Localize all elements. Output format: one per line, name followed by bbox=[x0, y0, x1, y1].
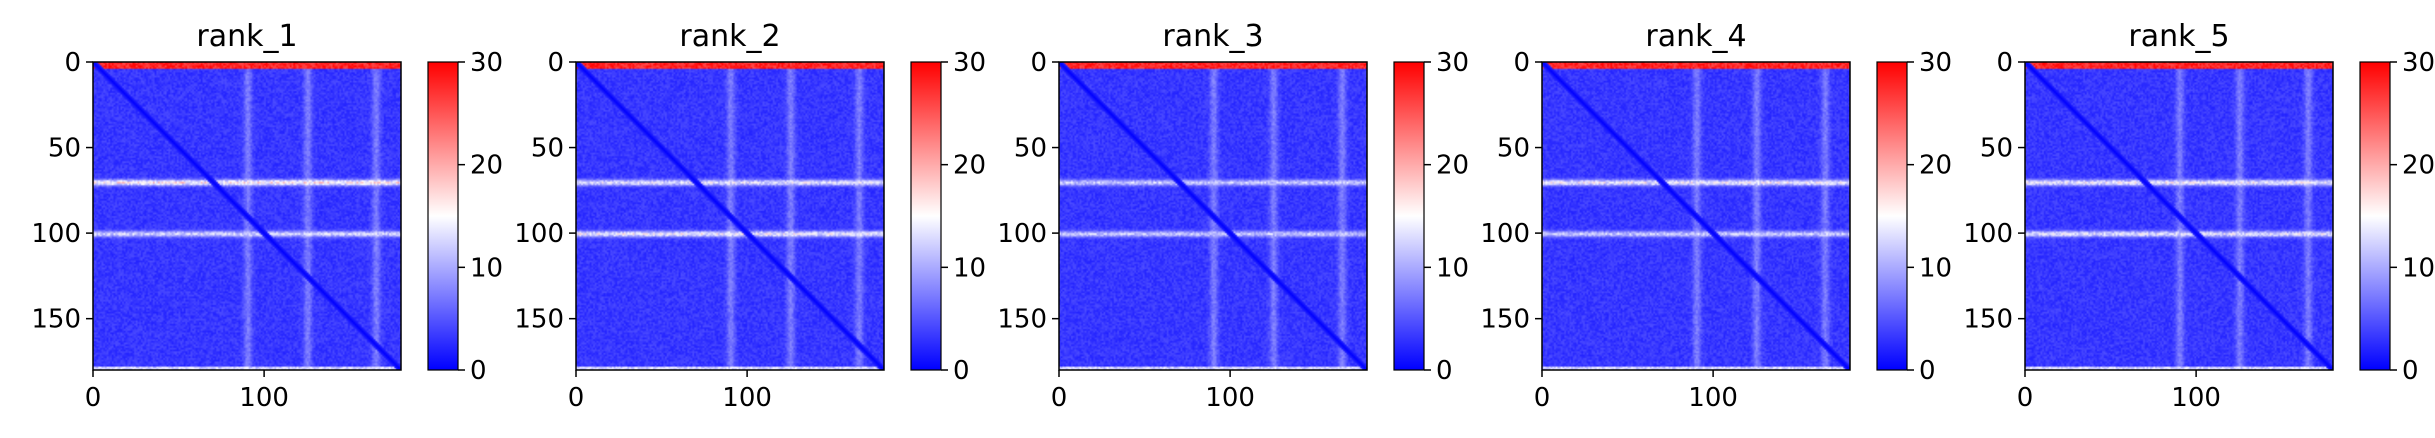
colorbar-tick-label: 10 bbox=[1436, 253, 1469, 283]
x-tick-label: 0 bbox=[85, 383, 102, 413]
plot-frame bbox=[575, 61, 885, 371]
heatmap-image bbox=[1059, 62, 1367, 370]
colorbar bbox=[2359, 61, 2391, 371]
colorbar-tick-label: 20 bbox=[1919, 151, 1952, 181]
colorbar bbox=[1876, 61, 1908, 371]
colorbar-tick-label: 30 bbox=[2402, 48, 2435, 78]
x-tick-label: 0 bbox=[1051, 383, 1068, 413]
colorbar-tick-label: 30 bbox=[1436, 48, 1469, 78]
heatmap-image bbox=[1542, 62, 1850, 370]
heatmap-image bbox=[2025, 62, 2333, 370]
x-tick-label: 0 bbox=[2017, 383, 2034, 413]
panel-title: rank_4 bbox=[1645, 19, 1746, 54]
y-tick-label: 100 bbox=[31, 219, 81, 249]
plot-frame bbox=[92, 61, 402, 371]
x-tick-label: 100 bbox=[1205, 383, 1255, 413]
y-tick-label: 0 bbox=[547, 48, 564, 78]
heatmap-image bbox=[93, 62, 401, 370]
y-tick-label: 150 bbox=[514, 305, 564, 335]
heatmap-panel-5: rank_5 0 50 100 150 0 100 0 10 20 30 bbox=[1963, 19, 2435, 413]
y-tick-label: 50 bbox=[531, 134, 564, 164]
heatmap-panel-4: rank_4 0 50 100 150 0 100 0 10 20 30 bbox=[1480, 19, 1952, 413]
x-tick-label: 100 bbox=[1688, 383, 1738, 413]
colorbar-tick-label: 0 bbox=[2402, 356, 2419, 386]
y-tick-label: 0 bbox=[1513, 48, 1530, 78]
y-tick-label: 150 bbox=[1963, 305, 2013, 335]
colorbar-tick-label: 30 bbox=[470, 48, 503, 78]
colorbar-tick-label: 30 bbox=[953, 48, 986, 78]
panel-title: rank_2 bbox=[679, 19, 780, 54]
y-tick-label: 100 bbox=[514, 219, 564, 249]
colorbar-tick-label: 10 bbox=[1919, 253, 1952, 283]
x-tick-label: 100 bbox=[2171, 383, 2221, 413]
plot-frame bbox=[1058, 61, 1368, 371]
colorbar-tick-label: 20 bbox=[470, 151, 503, 181]
colorbar-tick-label: 0 bbox=[1436, 356, 1453, 386]
y-tick-label: 100 bbox=[1963, 219, 2013, 249]
x-tick-label: 0 bbox=[568, 383, 585, 413]
colorbar-tick-label: 10 bbox=[953, 253, 986, 283]
y-tick-label: 50 bbox=[1014, 134, 1047, 164]
panel-title: rank_5 bbox=[2128, 19, 2229, 54]
heatmap-panel-1: rank_1 0 50 100 150 0 100 0 10 20 30 bbox=[31, 19, 503, 413]
y-tick-label: 150 bbox=[31, 305, 81, 335]
colorbar-tick-label: 20 bbox=[2402, 151, 2435, 181]
colorbar-tick-label: 30 bbox=[1919, 48, 1952, 78]
colorbar bbox=[427, 61, 459, 371]
x-tick-label: 100 bbox=[239, 383, 289, 413]
y-tick-label: 150 bbox=[997, 305, 1047, 335]
heatmap-image bbox=[576, 62, 884, 370]
heatmap-panel-2: rank_2 0 50 100 150 0 100 0 10 20 30 bbox=[514, 19, 986, 413]
colorbar-tick-label: 0 bbox=[953, 356, 970, 386]
colorbar-tick-label: 0 bbox=[470, 356, 487, 386]
y-tick-label: 100 bbox=[1480, 219, 1530, 249]
y-tick-label: 50 bbox=[48, 134, 81, 164]
panel-title: rank_3 bbox=[1162, 19, 1263, 54]
y-tick-label: 0 bbox=[64, 48, 81, 78]
panel-title: rank_1 bbox=[196, 19, 297, 54]
plot-frame bbox=[1541, 61, 1851, 371]
y-tick-label: 50 bbox=[1497, 134, 1530, 164]
colorbar-tick-label: 20 bbox=[1436, 151, 1469, 181]
x-tick-label: 100 bbox=[722, 383, 772, 413]
y-tick-label: 100 bbox=[997, 219, 1047, 249]
y-tick-label: 0 bbox=[1030, 48, 1047, 78]
colorbar bbox=[910, 61, 942, 371]
y-tick-label: 0 bbox=[1996, 48, 2013, 78]
heatmap-panel-3: rank_3 0 50 100 150 0 100 0 10 20 30 bbox=[997, 19, 1469, 413]
colorbar-tick-label: 0 bbox=[1919, 356, 1936, 386]
plot-frame bbox=[2024, 61, 2334, 371]
y-tick-label: 50 bbox=[1980, 134, 2013, 164]
colorbar-tick-label: 20 bbox=[953, 151, 986, 181]
x-tick-label: 0 bbox=[1534, 383, 1551, 413]
colorbar bbox=[1393, 61, 1425, 371]
colorbar-tick-label: 10 bbox=[470, 253, 503, 283]
colorbar-tick-label: 10 bbox=[2402, 253, 2435, 283]
y-tick-label: 150 bbox=[1480, 305, 1530, 335]
